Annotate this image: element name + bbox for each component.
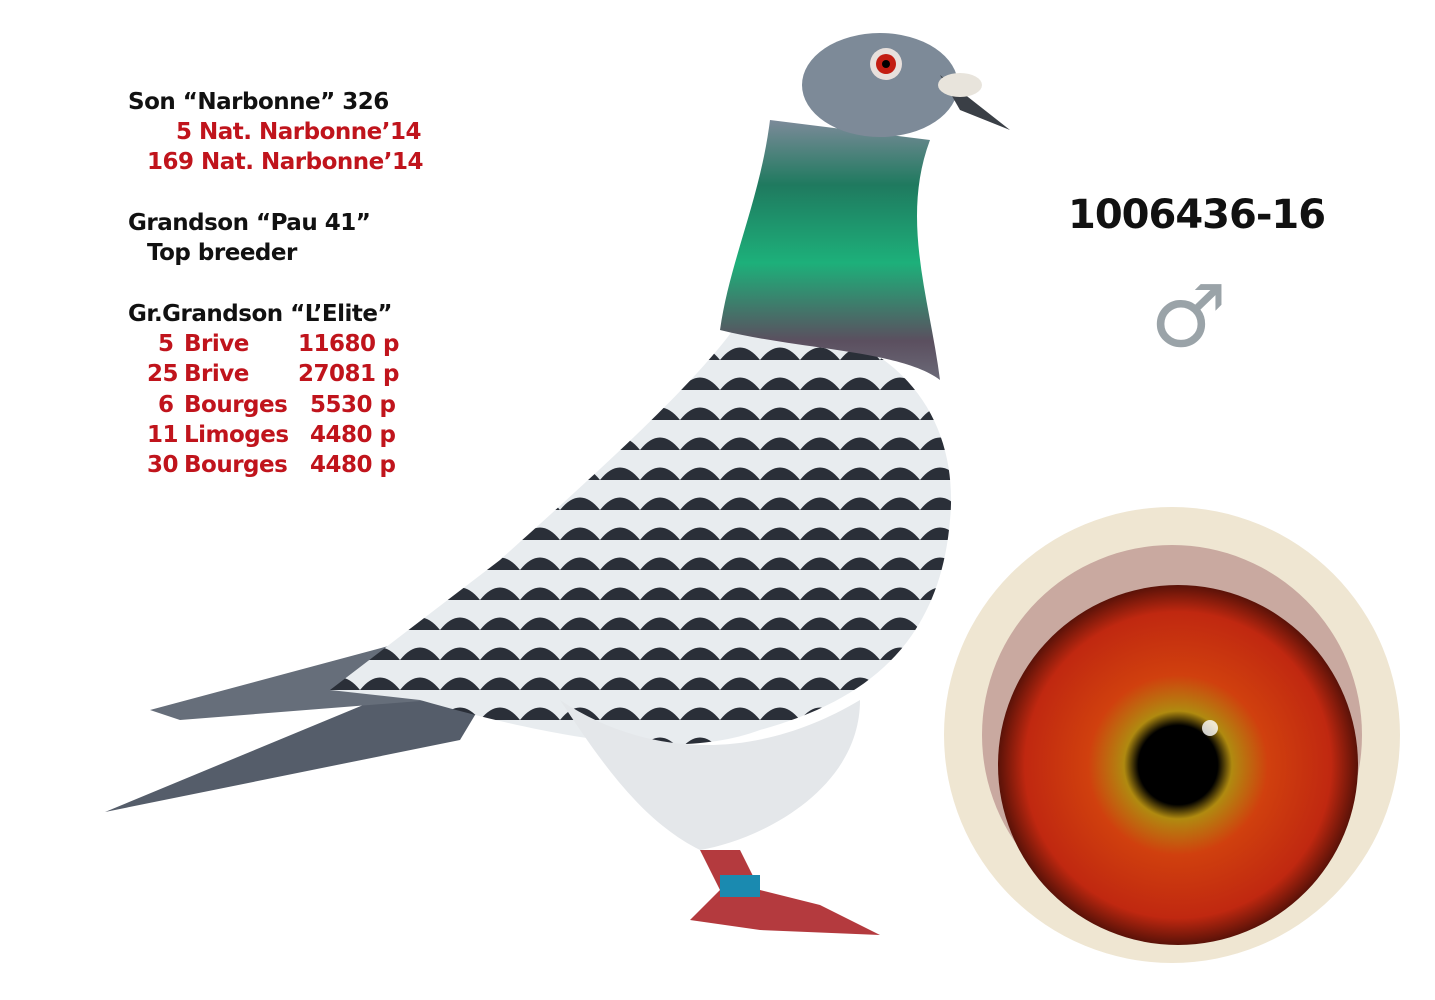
great-grandson-title: Gr.Grandson “L’Elite” bbox=[128, 301, 393, 327]
result-race: Limoges bbox=[184, 422, 289, 448]
grandson-title: Grandson “Pau 41” bbox=[128, 210, 371, 236]
result-race: Bourges bbox=[184, 392, 288, 418]
son-result-2: 169 Nat. Narbonne’14 bbox=[147, 149, 424, 175]
result-race: Bourges bbox=[184, 452, 288, 478]
grandson-note: Top breeder bbox=[147, 240, 297, 266]
male-symbol-icon: ♂ bbox=[1150, 267, 1228, 367]
result-place: 25 bbox=[147, 361, 179, 387]
result-place: 30 bbox=[147, 452, 179, 478]
result-birds: 4480 p bbox=[310, 452, 396, 478]
result-race: Brive bbox=[184, 361, 249, 387]
ring-number: 1006436-16 bbox=[1068, 192, 1326, 238]
son-result-1: 5 Nat. Narbonne’14 bbox=[176, 119, 422, 145]
result-birds: 27081 p bbox=[298, 361, 400, 387]
result-race: Brive bbox=[184, 331, 249, 357]
son-title: Son “Narbonne” 326 bbox=[128, 89, 389, 115]
result-place: 11 bbox=[147, 422, 179, 448]
result-birds: 11680 p bbox=[298, 331, 400, 357]
result-place: 5 bbox=[158, 331, 174, 357]
result-birds: 4480 p bbox=[310, 422, 396, 448]
result-birds: 5530 p bbox=[310, 392, 396, 418]
result-place: 6 bbox=[158, 392, 174, 418]
